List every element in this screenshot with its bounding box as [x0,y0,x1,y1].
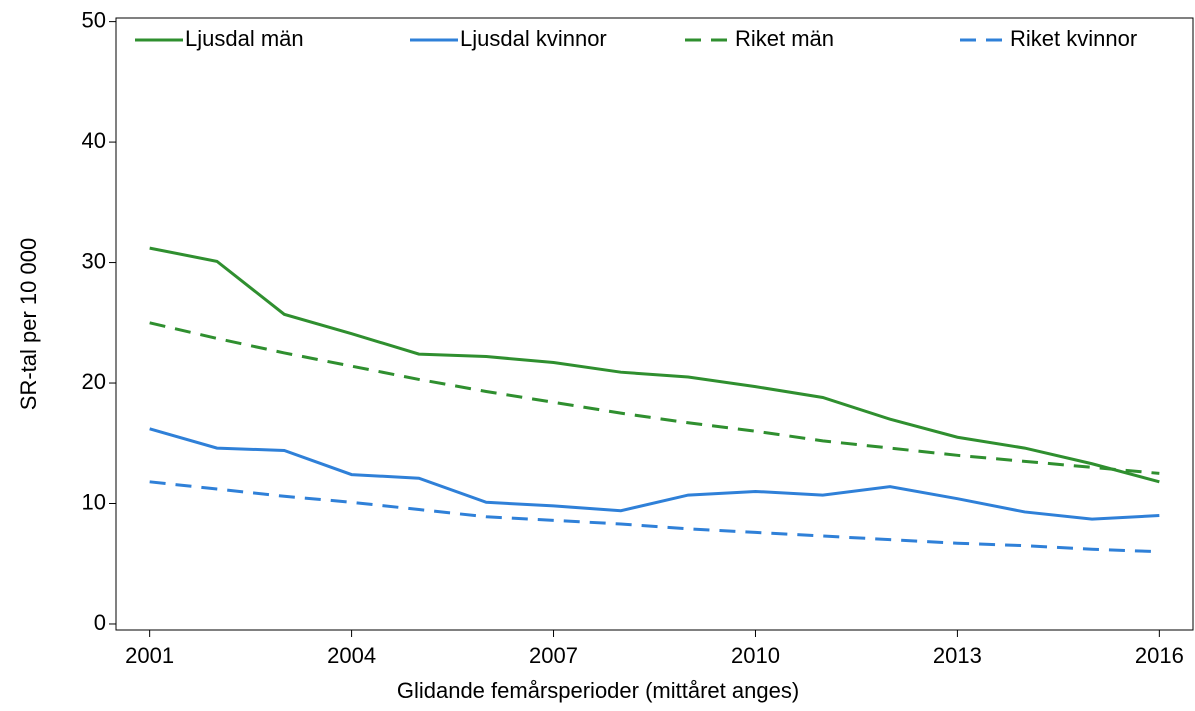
x-tick-label: 2010 [731,643,780,668]
y-tick-label: 40 [82,128,106,153]
x-tick-label: 2004 [327,643,376,668]
series-line [149,321,1160,475]
y-tick-label: 50 [82,7,106,32]
legend-label: Riket män [735,26,834,51]
y-axis-title: SR-tal per 10 000 [16,238,41,410]
series-line [149,246,1160,484]
x-tick-label: 2016 [1135,643,1184,668]
legend-label: Riket kvinnor [1010,26,1137,51]
x-tick-label: 2001 [125,643,174,668]
x-axis-title: Glidande femårsperioder (mittåret anges) [397,678,799,703]
y-tick-label: 30 [82,248,106,273]
y-tick-label: 10 [82,489,106,514]
series-line [149,427,1160,521]
y-tick-label: 20 [82,369,106,394]
y-tick-label: 0 [94,610,106,635]
plot-frame [115,17,1194,631]
x-tick-label: 2007 [529,643,578,668]
legend-label: Ljusdal kvinnor [460,26,607,51]
series-line [149,480,1160,554]
legend-label: Ljusdal män [185,26,304,51]
x-tick-label: 2013 [933,643,982,668]
